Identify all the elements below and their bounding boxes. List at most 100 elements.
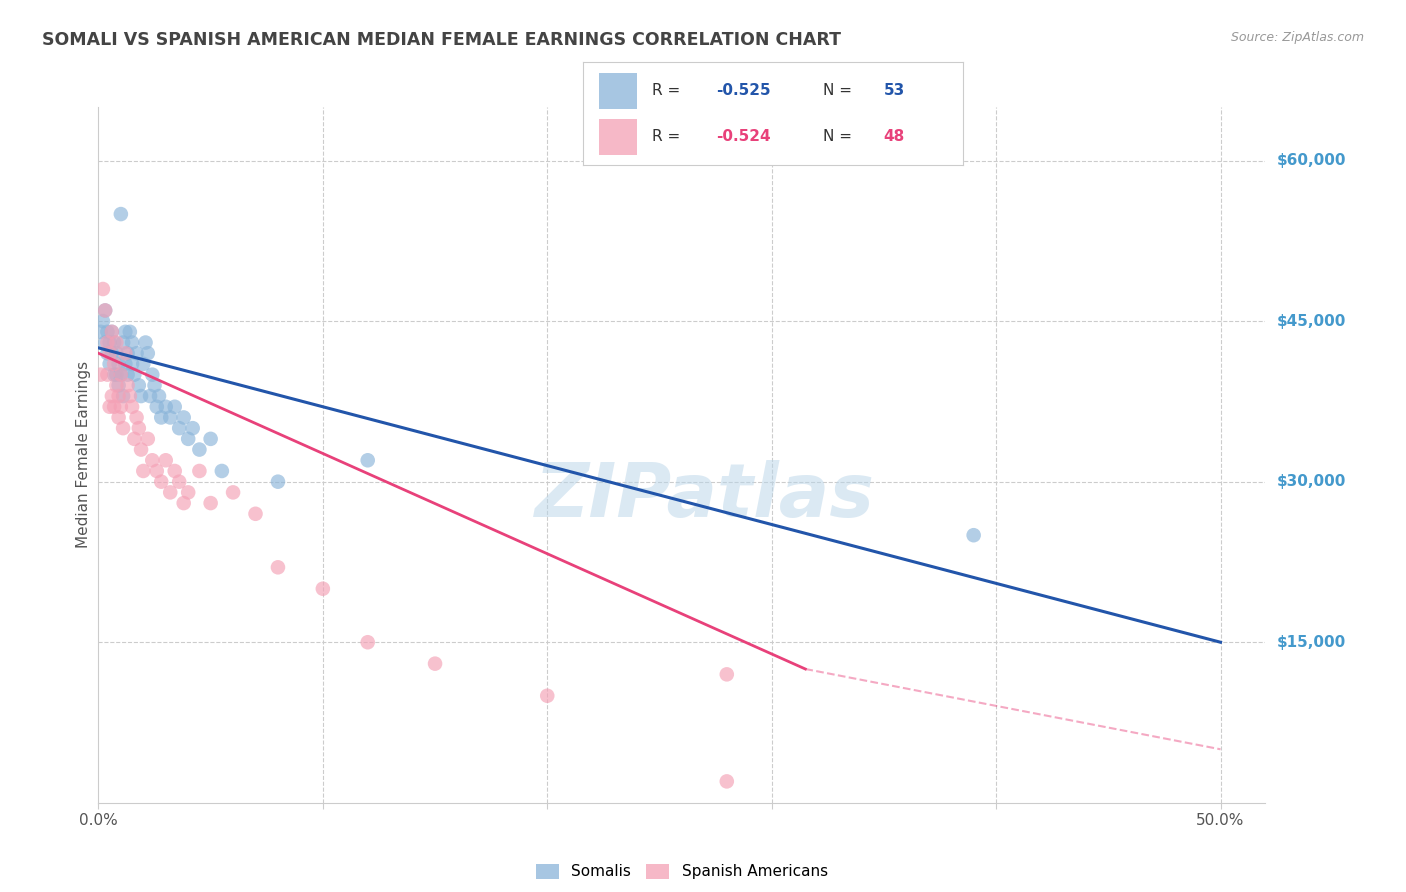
Point	[101, 346, 124, 360]
Point	[96, 368, 118, 382]
Point	[148, 389, 170, 403]
Point	[101, 325, 124, 339]
Point	[357, 635, 380, 649]
Point	[98, 357, 121, 371]
Point	[125, 346, 148, 360]
Point	[135, 335, 157, 350]
Point	[136, 346, 159, 360]
Point	[105, 378, 128, 392]
Text: R =: R =	[652, 83, 685, 97]
Point	[94, 303, 117, 318]
Point	[211, 464, 233, 478]
Point	[118, 389, 141, 403]
Point	[150, 410, 173, 425]
Point	[110, 368, 132, 382]
Point	[267, 560, 290, 574]
Point	[101, 325, 124, 339]
Point	[200, 432, 222, 446]
Point	[103, 357, 125, 371]
Point	[128, 421, 150, 435]
Point	[962, 528, 984, 542]
Point	[129, 389, 152, 403]
Point	[105, 368, 128, 382]
Point	[103, 368, 125, 382]
Point	[107, 357, 129, 371]
Point	[173, 410, 195, 425]
Point	[245, 507, 267, 521]
Point	[146, 464, 169, 478]
Point	[91, 282, 114, 296]
Point	[117, 346, 139, 360]
Text: ZIPatlas: ZIPatlas	[536, 460, 876, 533]
Point	[124, 432, 146, 446]
Point	[128, 378, 150, 392]
Point	[167, 475, 190, 489]
Point	[188, 442, 211, 457]
Point	[716, 667, 738, 681]
Point	[159, 485, 181, 500]
Point	[139, 389, 162, 403]
Point	[112, 421, 135, 435]
Point	[150, 475, 173, 489]
Point	[155, 453, 177, 467]
Point	[96, 335, 118, 350]
Text: $45,000: $45,000	[1277, 314, 1346, 328]
Point	[94, 303, 117, 318]
Point	[91, 314, 114, 328]
Point	[716, 774, 738, 789]
Point	[110, 207, 132, 221]
Point	[155, 400, 177, 414]
Point	[222, 485, 245, 500]
Point	[114, 325, 136, 339]
Point	[94, 335, 117, 350]
Point	[98, 346, 121, 360]
Point	[129, 442, 152, 457]
Point	[110, 368, 132, 382]
Point	[98, 335, 121, 350]
Point	[141, 368, 163, 382]
Point	[177, 432, 200, 446]
Point	[173, 496, 195, 510]
Point	[107, 410, 129, 425]
Point	[90, 325, 112, 339]
Point	[125, 410, 148, 425]
Point	[96, 325, 118, 339]
Point	[163, 464, 186, 478]
Point	[121, 400, 143, 414]
Point	[96, 346, 118, 360]
Text: SOMALI VS SPANISH AMERICAN MEDIAN FEMALE EARNINGS CORRELATION CHART: SOMALI VS SPANISH AMERICAN MEDIAN FEMALE…	[42, 31, 841, 49]
Point	[114, 346, 136, 360]
Point	[110, 400, 132, 414]
Text: $60,000: $60,000	[1277, 153, 1346, 168]
Point	[423, 657, 446, 671]
Point	[146, 400, 169, 414]
Text: -0.525: -0.525	[717, 83, 770, 97]
Y-axis label: Median Female Earnings: Median Female Earnings	[76, 361, 91, 549]
Point	[105, 346, 128, 360]
Point	[177, 485, 200, 500]
Text: Source: ZipAtlas.com: Source: ZipAtlas.com	[1230, 31, 1364, 45]
Text: N =: N =	[823, 83, 856, 97]
Point	[90, 368, 112, 382]
Text: $30,000: $30,000	[1277, 475, 1346, 489]
Bar	[599, 119, 637, 155]
Point	[117, 378, 139, 392]
Point	[188, 464, 211, 478]
Point	[136, 432, 159, 446]
Point	[267, 475, 290, 489]
Point	[163, 400, 186, 414]
Point	[118, 325, 141, 339]
Point	[107, 389, 129, 403]
Point	[536, 689, 558, 703]
Legend: Somalis, Spanish Americans: Somalis, Spanish Americans	[530, 857, 834, 886]
Point	[200, 496, 222, 510]
Point	[121, 335, 143, 350]
Point	[357, 453, 380, 467]
Text: N =: N =	[823, 128, 856, 144]
Point	[103, 335, 125, 350]
Text: R =: R =	[652, 128, 685, 144]
Point	[117, 368, 139, 382]
Point	[114, 357, 136, 371]
Point	[132, 357, 155, 371]
Bar	[599, 73, 637, 109]
